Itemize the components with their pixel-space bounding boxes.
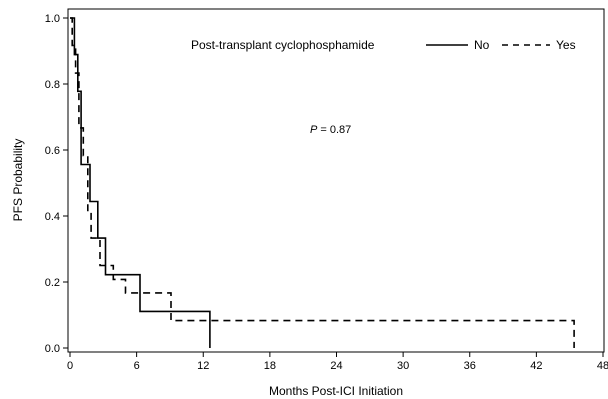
legend-label-no: No	[474, 38, 490, 52]
y-tick-label: 0.4	[45, 211, 60, 223]
x-tick-label: 36	[464, 360, 476, 372]
x-tick-label: 48	[597, 360, 608, 372]
survival-curves	[70, 17, 575, 348]
p-value-text: = 0.87	[317, 124, 351, 136]
legend: Post-transplant cyclophosphamide No Yes	[191, 38, 576, 52]
y-tick-label: 0.2	[45, 277, 60, 289]
p-value-symbol: P	[310, 124, 318, 136]
plot-frame	[67, 8, 605, 353]
y-tick-label: 0.8	[45, 79, 60, 91]
p-value-annotation: P = 0.87	[310, 124, 351, 136]
x-tick-label: 30	[397, 360, 409, 372]
y-axis: 0.0 0.2 0.4 0.6 0.8 1.0	[45, 13, 68, 355]
x-tick-label: 18	[264, 360, 276, 372]
x-tick-label: 6	[134, 360, 140, 372]
y-tick-label: 0.0	[45, 343, 60, 355]
y-tick-label: 0.6	[45, 145, 60, 157]
legend-title: Post-transplant cyclophosphamide	[191, 38, 375, 52]
x-tick-label: 0	[67, 360, 73, 372]
legend-label-yes: Yes	[556, 38, 576, 52]
x-tick-label: 24	[330, 360, 342, 372]
x-axis-title: Months Post-ICI Initiation	[269, 384, 403, 398]
x-axis: 0 6 12 18 24 30 36 42 48	[67, 352, 608, 372]
x-tick-label: 42	[530, 360, 542, 372]
x-tick-label: 12	[197, 360, 209, 372]
series-no-line	[70, 17, 211, 348]
series-yes-line	[70, 17, 575, 348]
y-axis-title: PFS Probability	[11, 139, 25, 222]
y-tick-label: 1.0	[45, 13, 60, 25]
